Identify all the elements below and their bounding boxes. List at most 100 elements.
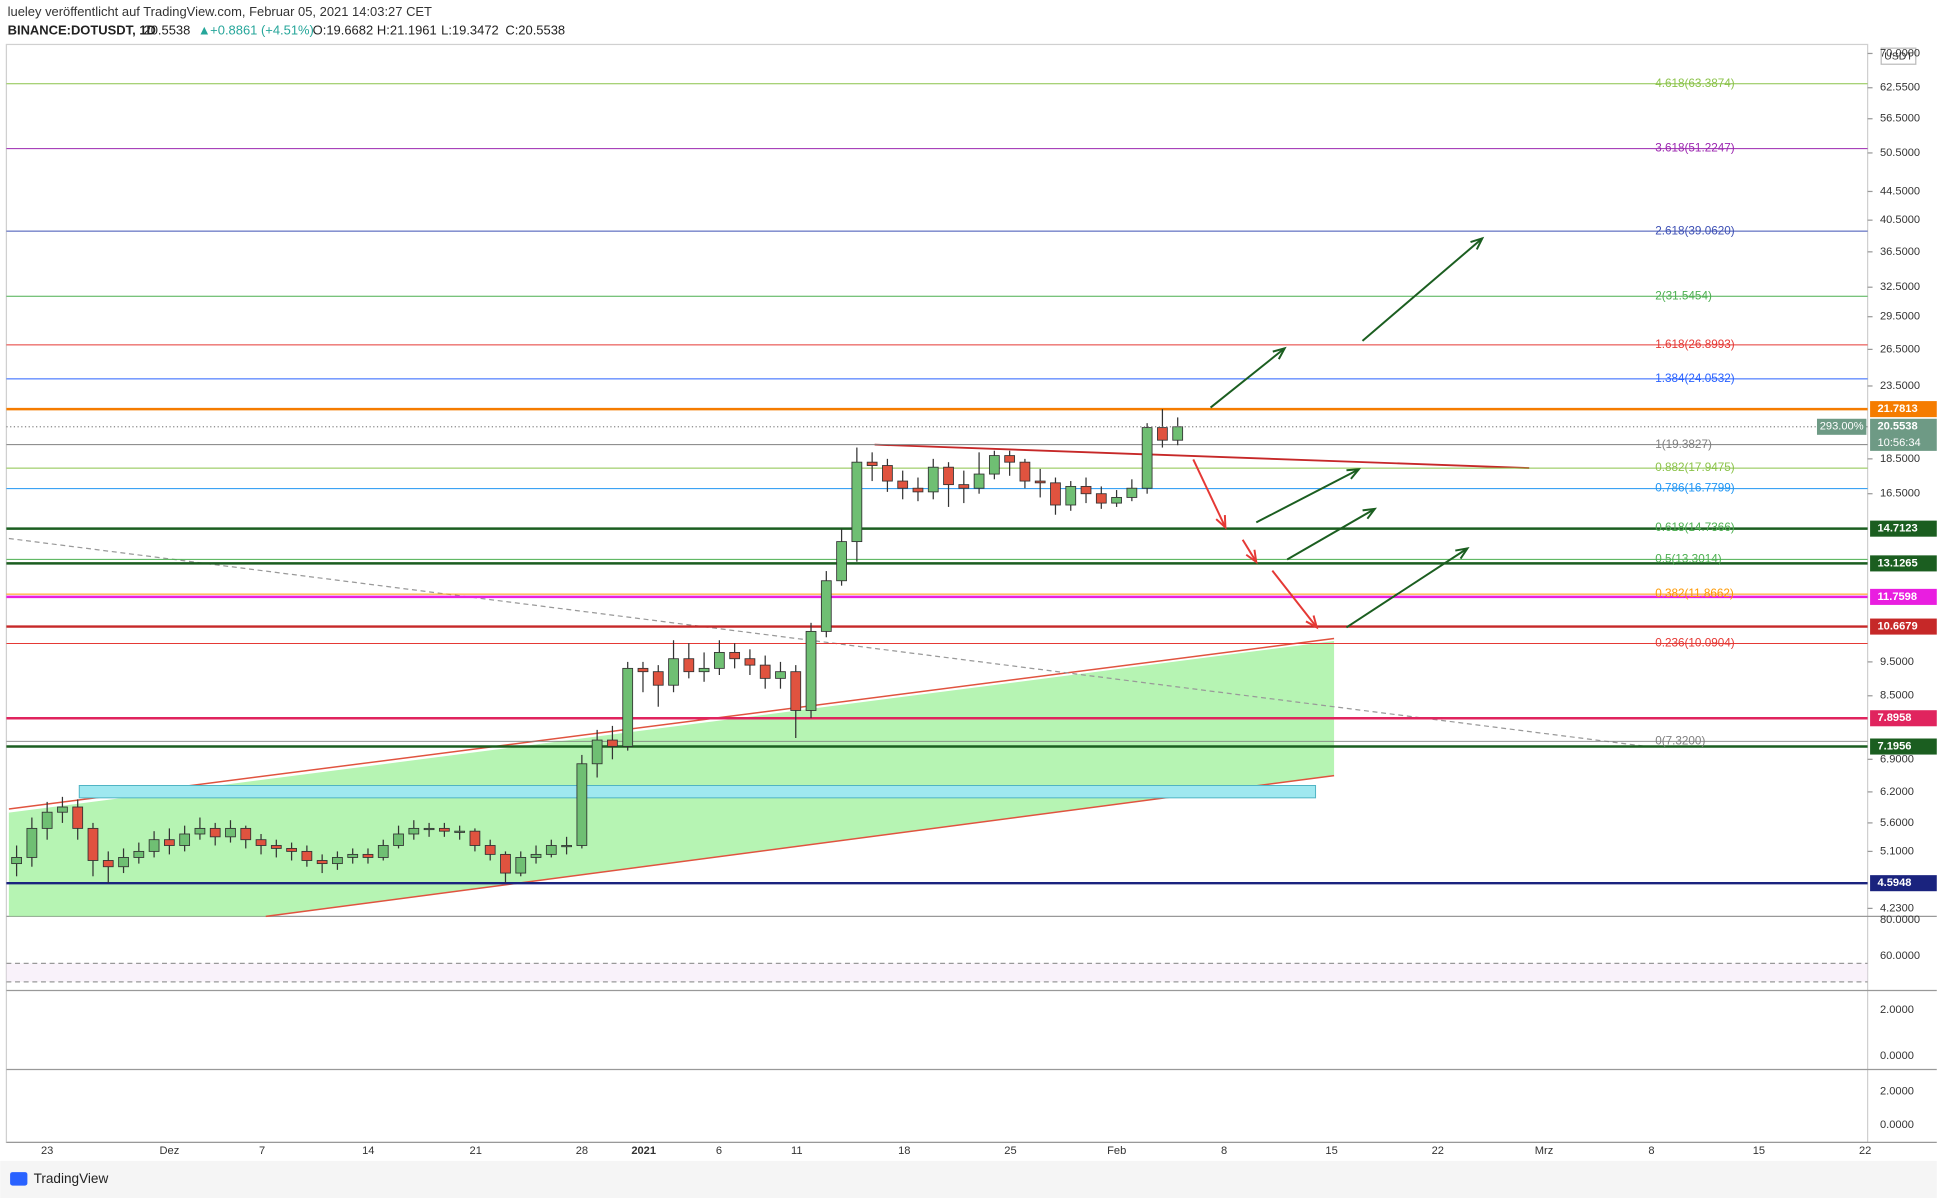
candle-body	[332, 857, 343, 865]
price-badge	[1870, 710, 1937, 727]
fib-label: 2.618(39.0620)	[1655, 224, 1735, 237]
arrow-head	[1305, 615, 1319, 630]
macd-axis-label: 0.0000	[1880, 1050, 1914, 1062]
fib-label: 2(31.5454)	[1655, 289, 1712, 302]
candle-body	[866, 461, 878, 466]
macd-axis-label: 2.0000	[1880, 1004, 1914, 1016]
fib-label: 0.382(11.8662)	[1655, 587, 1734, 600]
candle-body	[958, 484, 970, 489]
candle-body	[469, 830, 481, 846]
candle-body	[805, 630, 817, 711]
price-badge	[1870, 401, 1937, 418]
arrow-head	[1470, 236, 1485, 250]
candle-body	[11, 857, 22, 865]
arrow-head	[1272, 346, 1287, 360]
candle-body	[1019, 461, 1031, 482]
candle-body	[851, 461, 863, 543]
candle-body	[607, 739, 618, 747]
candle-body	[882, 465, 893, 482]
x-tick-label: 14	[362, 1145, 374, 1157]
candle-body	[57, 806, 68, 813]
trend-line	[8, 537, 1643, 747]
x-tick-label: 7	[259, 1145, 265, 1157]
candle-body	[240, 827, 252, 841]
x-tick-label: 18	[898, 1145, 910, 1157]
y-tick-label: 36.5000	[1880, 246, 1920, 258]
candle-body	[683, 658, 695, 673]
candle-body	[393, 833, 404, 846]
candle-body	[148, 839, 160, 852]
y-tick-label: 50.5000	[1880, 147, 1920, 159]
x-tick-label: 28	[576, 1145, 588, 1157]
symbol-row: BINANCE:DOTUSDT, 1D 20.5538 ▲ +0.8861 (+…	[8, 22, 566, 37]
arrow-head	[1245, 549, 1258, 565]
x-tick-label: 8	[1221, 1145, 1227, 1157]
channel-line	[265, 774, 1335, 918]
fib-label: 3.618(51.2247)	[1655, 142, 1735, 155]
fib-label: 1.384(24.0532)	[1655, 372, 1735, 385]
candle-body	[713, 651, 725, 669]
price-badge-label: 7.1956	[1877, 740, 1911, 752]
candle-body	[484, 845, 496, 855]
y-tick-label: 5.6000	[1880, 817, 1914, 829]
arrow	[1255, 468, 1360, 524]
x-tick-label: 15	[1753, 1145, 1765, 1157]
rsi-axis-label: 80.0000	[1880, 914, 1920, 926]
candle-body	[316, 860, 328, 865]
x-tick-label: Mrz	[1535, 1145, 1554, 1157]
fib-label: 0.5(13.3014)	[1655, 552, 1722, 565]
fib-label: 0.236(10.0904)	[1655, 637, 1735, 650]
x-tick-label: 25	[1004, 1145, 1016, 1157]
candle-body	[209, 827, 221, 838]
symbol: BINANCE:DOTUSDT, 1D	[8, 22, 156, 37]
x-tick-label: 6	[716, 1145, 722, 1157]
fib-label: 0.882(17.9475)	[1655, 461, 1735, 474]
currency-tag[interactable]	[1880, 47, 1917, 65]
rsi-axis-label: 60.0000	[1880, 950, 1920, 962]
x-tick-label: 22	[1432, 1145, 1444, 1157]
percent-badge	[1816, 418, 1867, 435]
candle-body	[1141, 427, 1153, 489]
candle-body	[270, 845, 282, 849]
x-tick-label: 11	[791, 1145, 803, 1157]
last-price: 20.5538	[143, 22, 190, 37]
y-tick-label: 44.5000	[1880, 185, 1920, 197]
y-tick-label: 62.5500	[1880, 82, 1920, 94]
candle-body	[377, 845, 389, 858]
y-tick-label: 56.5000	[1880, 113, 1920, 125]
y-tick-label: 70.0000	[1880, 47, 1920, 59]
candle-body	[1172, 426, 1184, 441]
published-info: lueley veröffentlicht auf TradingView.co…	[8, 4, 432, 19]
candle-body	[408, 827, 420, 835]
candle-body	[515, 857, 527, 874]
y-tick-label: 6.2000	[1880, 786, 1914, 798]
y-tick-label: 5.1000	[1880, 845, 1914, 857]
candle-body	[255, 839, 267, 846]
arrow	[1286, 507, 1376, 561]
candle-body	[820, 580, 832, 632]
candle-body	[500, 853, 511, 874]
candle-body	[576, 763, 588, 846]
channel-line	[8, 637, 1335, 810]
y-tick-label: 40.5000	[1880, 214, 1920, 226]
candle-body	[87, 827, 99, 861]
candle-body	[301, 850, 313, 861]
channel-fill	[8, 640, 1335, 917]
x-tick-label: 2021	[631, 1145, 656, 1157]
candle-body	[591, 739, 603, 765]
y-tick-label: 26.5000	[1880, 343, 1920, 355]
arrow-head	[1346, 468, 1362, 480]
candle-body	[759, 664, 771, 679]
candle-body	[423, 827, 435, 831]
y-tick-label: 4.2300	[1880, 902, 1914, 914]
percent-label: 293.00%	[1820, 421, 1864, 433]
candle-body	[775, 671, 786, 679]
candle-body	[943, 466, 954, 486]
x-tick-label: 15	[1325, 1145, 1337, 1157]
candle-body	[1004, 455, 1016, 463]
brand[interactable]: TradingView	[34, 1171, 109, 1186]
arrow	[1361, 237, 1483, 342]
high: H:21.1961	[377, 22, 437, 37]
candle-body	[454, 830, 466, 833]
x-tick-label: Feb	[1107, 1145, 1126, 1157]
